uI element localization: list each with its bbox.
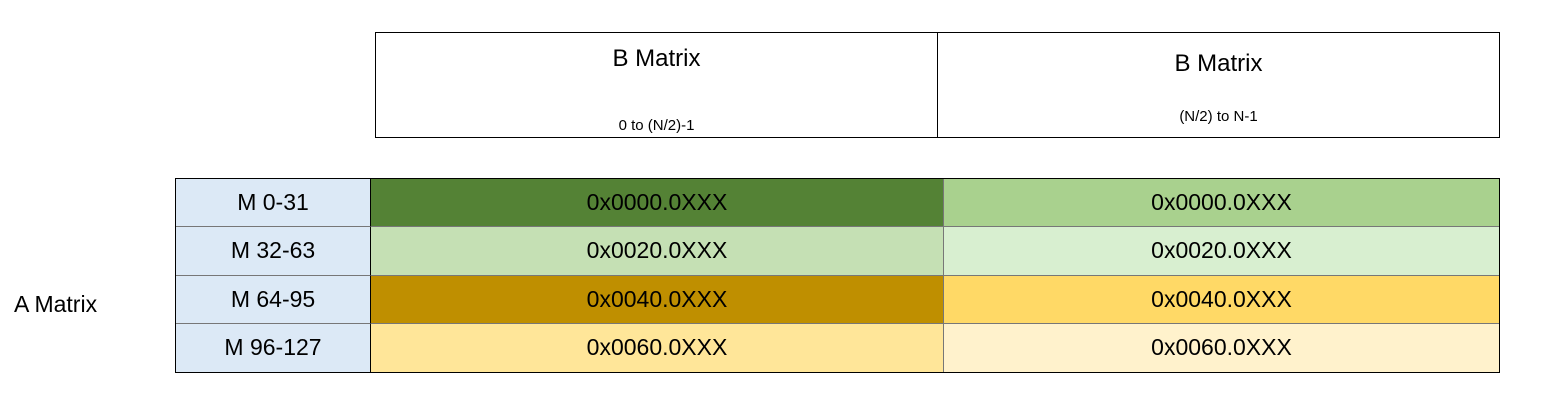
address-cell: 0x0020.0XXX bbox=[371, 227, 944, 276]
a-matrix-label: A Matrix bbox=[14, 291, 98, 317]
address-cell: 0x0040.0XXX bbox=[944, 275, 1499, 324]
b-matrix-header: B Matrix 0 to (N/2)-1 B Matrix (N/2) to … bbox=[375, 32, 1500, 138]
address-grid: M 0-31 0x0000.0XXX 0x0000.0XXX M 32-63 0… bbox=[175, 178, 1500, 373]
address-cell: 0x0000.0XXX bbox=[371, 179, 944, 228]
row-label: M 64-95 bbox=[176, 275, 371, 324]
address-cell: 0x0060.0XXX bbox=[944, 323, 1499, 372]
b-matrix-range: 0 to (N/2)-1 bbox=[618, 117, 695, 134]
b-matrix-title: B Matrix bbox=[1174, 50, 1263, 77]
row-label: M 32-63 bbox=[176, 227, 371, 276]
b-matrix-title: B Matrix bbox=[612, 45, 701, 72]
address-cell: 0x0000.0XXX bbox=[944, 179, 1499, 228]
b-matrix-header-first-half: B Matrix 0 to (N/2)-1 bbox=[376, 33, 937, 137]
b-matrix-header-second-half: B Matrix (N/2) to N-1 bbox=[937, 33, 1499, 137]
b-matrix-range: (N/2) to N-1 bbox=[1179, 108, 1258, 125]
row-label: M 96-127 bbox=[176, 323, 371, 372]
address-cell: 0x0020.0XXX bbox=[944, 227, 1499, 276]
address-cell: 0x0060.0XXX bbox=[371, 323, 944, 372]
row-label: M 0-31 bbox=[176, 179, 371, 228]
address-cell: 0x0040.0XXX bbox=[371, 275, 944, 324]
